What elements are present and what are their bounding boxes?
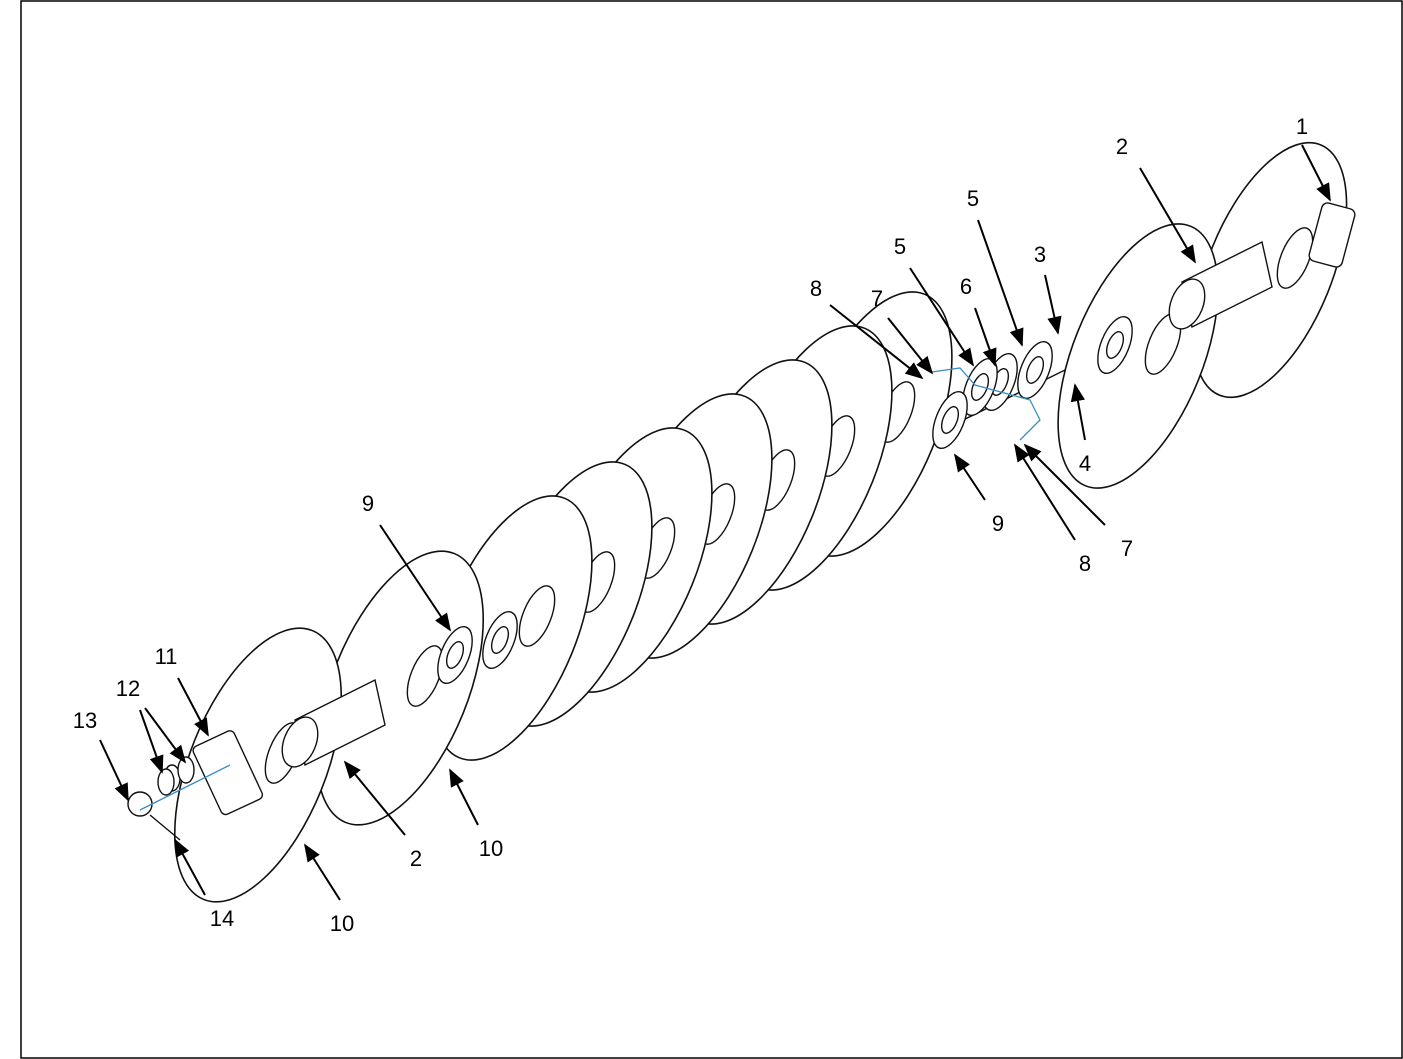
hidden-line bbox=[139, 764, 231, 811]
nut bbox=[127, 791, 153, 817]
spacer-end bbox=[1168, 278, 1206, 330]
leader-arrow bbox=[1014, 443, 1076, 541]
leader-arrow bbox=[449, 768, 479, 826]
disc bbox=[1192, 141, 1348, 399]
leader-arrow bbox=[977, 219, 1024, 347]
leader-arrow bbox=[139, 709, 164, 774]
bearing-bore bbox=[490, 626, 510, 654]
callout-label: 9 bbox=[362, 491, 374, 516]
leader-arrow bbox=[144, 707, 187, 764]
callout-label: 13 bbox=[73, 708, 97, 733]
spacer-end bbox=[281, 716, 319, 768]
disc-hub bbox=[1276, 227, 1314, 289]
leader-arrow bbox=[99, 739, 129, 802]
leader-arrow bbox=[174, 838, 206, 896]
leader-arrow bbox=[909, 267, 974, 367]
leader-arrow bbox=[379, 524, 451, 632]
callout-label: 1 bbox=[1296, 114, 1308, 139]
callout-label: 14 bbox=[210, 906, 234, 931]
callout-label: 10 bbox=[330, 911, 354, 936]
callout-label: 3 bbox=[1034, 242, 1046, 267]
bearing-bore bbox=[1105, 331, 1125, 359]
callout-label: 2 bbox=[1116, 134, 1128, 159]
washer bbox=[157, 768, 175, 796]
callout-label: 10 bbox=[479, 836, 503, 861]
disc bbox=[173, 627, 343, 903]
leader-arrow bbox=[1070, 383, 1086, 441]
callout-label: 2 bbox=[410, 846, 422, 871]
plate bbox=[1308, 202, 1356, 268]
callout-label: 12 bbox=[116, 676, 140, 701]
leader-arrow bbox=[954, 453, 986, 501]
callout-label: 5 bbox=[894, 234, 906, 259]
callout-label: 8 bbox=[1079, 551, 1091, 576]
leader-arrow bbox=[1023, 443, 1106, 526]
callout-label: 6 bbox=[960, 274, 972, 299]
leader-arrow bbox=[1301, 144, 1331, 202]
bearing-bore bbox=[1025, 356, 1045, 384]
exploded-assembly bbox=[127, 141, 1356, 903]
callout-label: 4 bbox=[1079, 451, 1091, 476]
leader-arrow bbox=[177, 677, 209, 737]
disc-hub bbox=[518, 585, 556, 647]
leader-arrow bbox=[1139, 167, 1196, 264]
bearing-bore bbox=[940, 406, 960, 434]
callout-label: 11 bbox=[155, 644, 178, 669]
hidden-line bbox=[931, 367, 1041, 441]
callout-label: 9 bbox=[992, 511, 1004, 536]
cotter-pin bbox=[149, 814, 181, 841]
frame bbox=[20, 0, 1403, 1059]
callout-label: 5 bbox=[967, 186, 979, 211]
disc-hub bbox=[406, 645, 444, 707]
leader-arrow bbox=[343, 760, 406, 836]
callout-label: 8 bbox=[810, 276, 822, 301]
callout-label: 7 bbox=[871, 286, 883, 311]
leader-arrow bbox=[829, 304, 924, 380]
leader-arrow bbox=[304, 843, 341, 901]
leader-arrow bbox=[974, 307, 997, 367]
callout-label: 7 bbox=[1121, 536, 1133, 561]
washer bbox=[177, 756, 195, 784]
leader-arrow bbox=[1044, 274, 1062, 335]
bearing-bore bbox=[445, 641, 465, 669]
plate bbox=[192, 730, 264, 816]
leader-arrow bbox=[887, 317, 934, 375]
